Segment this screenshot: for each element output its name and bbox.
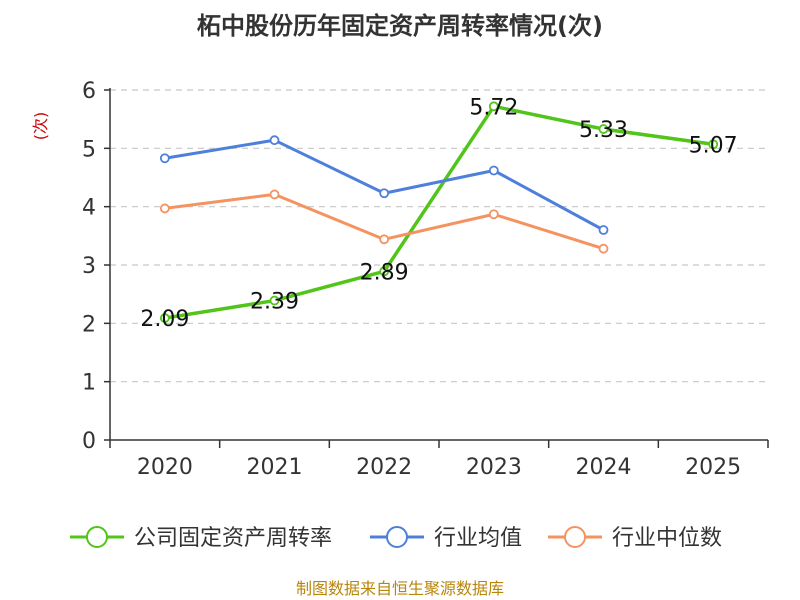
x-tick-labels: 2020 2021 2022 2023 2024 2025 — [137, 455, 741, 480]
data-labels: 2.09 2.39 2.89 5.72 5.33 5.07 — [140, 95, 737, 332]
y-tick-label-3: 3 — [82, 254, 96, 279]
legend-marker-2 — [564, 526, 586, 548]
source-note: 制图数据来自恒生聚源数据库 — [296, 579, 504, 598]
data-label-2020: 2.09 — [140, 307, 189, 332]
legend-marker-1 — [386, 526, 408, 548]
series-2-point-2022 — [379, 234, 390, 245]
series-line-1 — [164, 138, 605, 232]
data-label-2023: 5.72 — [469, 95, 518, 120]
legend-marker-0 — [86, 526, 108, 548]
legend-label-2: 行业中位数 — [612, 526, 722, 551]
legend: 公司固定资产周转率 行业均值 行业中位数 — [70, 526, 722, 551]
y-tick-label-5: 5 — [82, 137, 96, 162]
series-1-point-2024 — [598, 225, 609, 235]
series-line-0 — [164, 104, 714, 320]
y-tick-label-1: 1 — [82, 371, 96, 396]
y-tick-label-6: 6 — [82, 79, 96, 104]
x-tick-label-2022: 2022 — [356, 455, 412, 480]
y-tick-labels: 0 1 2 3 4 5 6 — [82, 79, 96, 454]
axes — [104, 88, 769, 448]
series-2-point-2023 — [488, 209, 499, 220]
x-tick-label-2025: 2025 — [685, 455, 741, 480]
y-tick-label-2: 2 — [82, 312, 96, 337]
series-1-point-2023 — [488, 165, 499, 176]
chart-title: 柘中股份历年固定资产周转率情况(次) — [197, 12, 603, 40]
series-1-point-2021 — [269, 135, 280, 146]
series-2-point-2024 — [598, 243, 609, 254]
series-0-point-2025 — [708, 139, 719, 150]
x-tick-label-2023: 2023 — [466, 455, 522, 480]
grid-lines — [110, 89, 768, 383]
series-0-point-2022 — [379, 266, 390, 277]
y-tick-label-0: 0 — [82, 429, 96, 454]
y-axis-label: (次) — [31, 112, 50, 141]
x-tick-label-2024: 2024 — [576, 455, 632, 480]
series-1-point-2020 — [159, 153, 170, 164]
legend-label-1: 行业均值 — [434, 526, 522, 551]
series-layer — [159, 101, 719, 323]
data-label-2024: 5.33 — [579, 118, 628, 143]
series-0-point-2024 — [598, 124, 609, 134]
series-2-point-2020 — [159, 203, 170, 214]
legend-label-0: 公司固定资产周转率 — [134, 526, 332, 551]
data-label-2021: 2.39 — [250, 290, 299, 315]
series-2-point-2021 — [269, 189, 280, 200]
series-0-point-2021 — [269, 295, 280, 306]
series-0-point-2020 — [159, 313, 170, 323]
x-tick-label-2020: 2020 — [137, 455, 193, 480]
series-1-point-2022 — [379, 188, 390, 199]
data-label-2025: 5.07 — [689, 133, 738, 158]
data-label-2022: 2.89 — [360, 260, 409, 285]
series-0-point-2023 — [488, 101, 499, 112]
x-tick-label-2021: 2021 — [247, 455, 303, 480]
y-tick-label-4: 4 — [82, 196, 96, 221]
